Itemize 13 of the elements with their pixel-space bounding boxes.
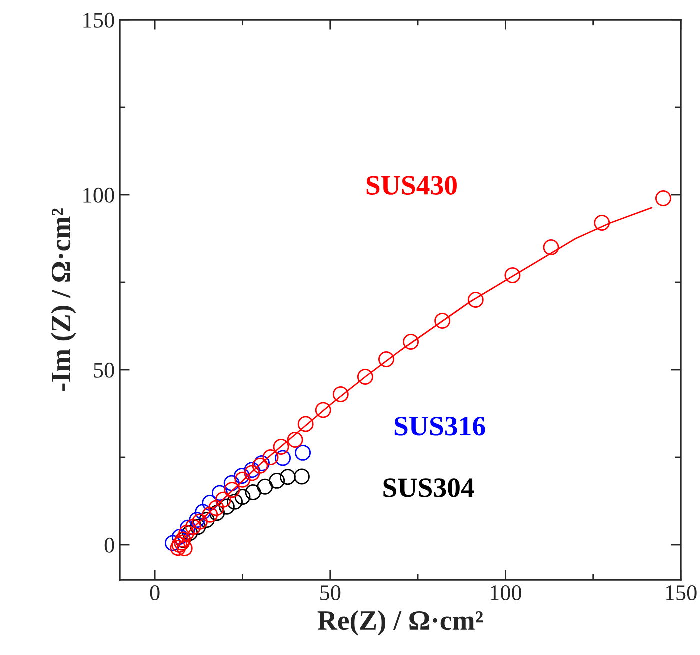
x-tick-label: 50 [320,586,341,600]
y-tick-label: 0 [104,538,114,553]
text: SUS316 [394,417,486,436]
x-tick-label: 100 [490,586,522,600]
x-tick-label: 150 [666,586,697,600]
text: SUS304 [384,478,474,498]
y-tick-label: 100 [84,188,114,203]
y-axis-title: -Im (Z) / Ω·cm² [51,208,76,392]
text: SUS430 [366,176,457,195]
y-tick-label: 150 [84,12,114,28]
x-axis-title: Re(Z) / Ω·cm² [318,610,484,636]
y-tick-label: 50 [94,362,114,378]
x-tick-label: 0 [150,586,160,600]
